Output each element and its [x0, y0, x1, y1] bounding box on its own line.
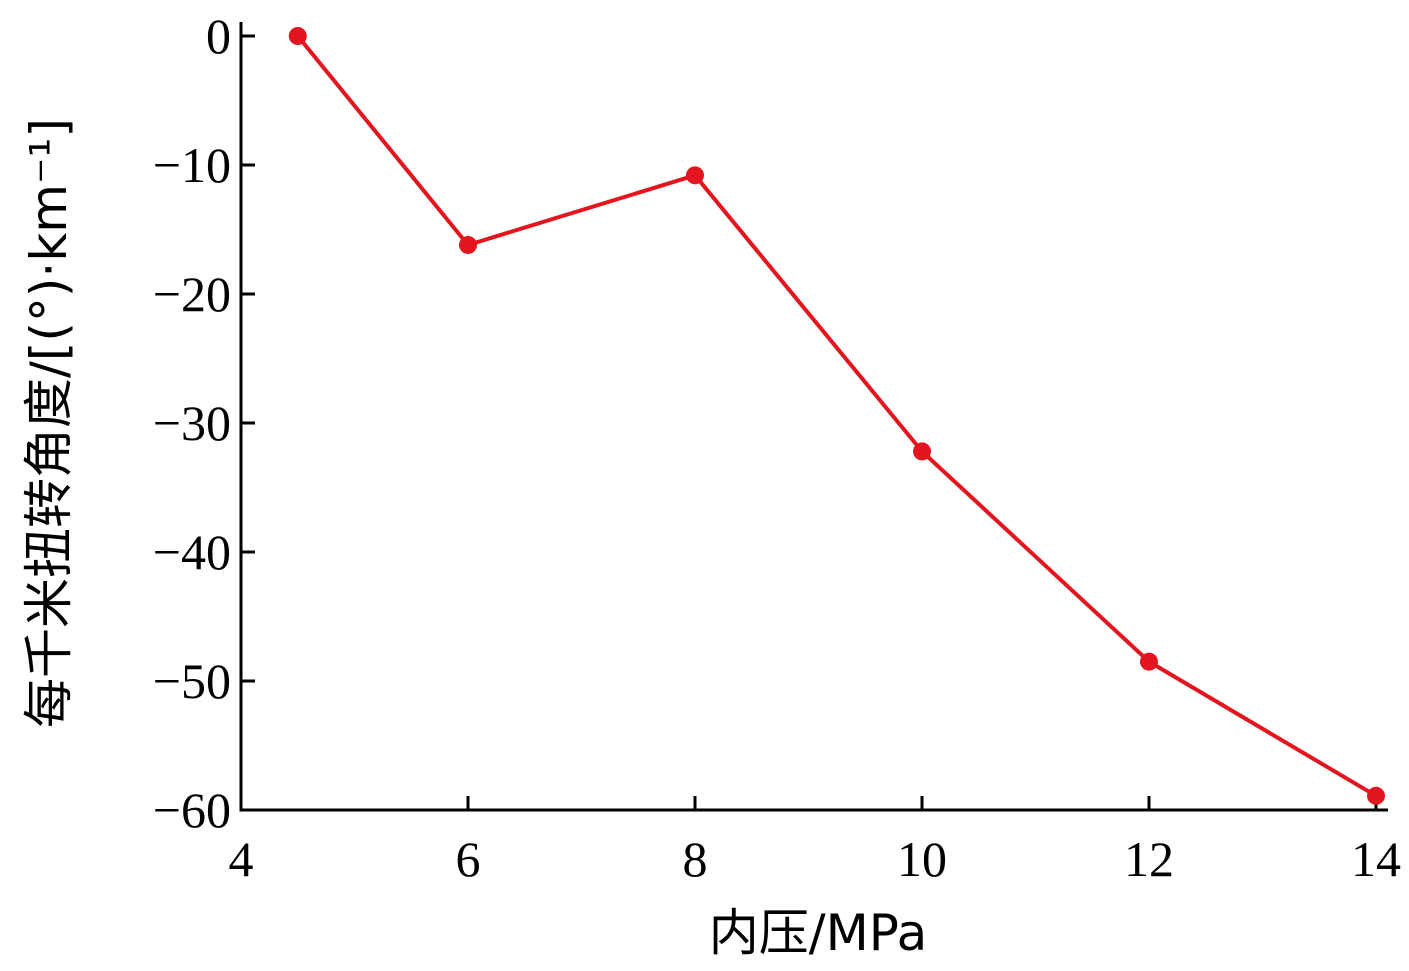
series-line — [296, 34, 1378, 798]
series-layer — [288, 27, 1385, 805]
x-tick-label: 6 — [456, 831, 481, 887]
x-tick-label: 4 — [229, 831, 254, 887]
y-tick-label: 0 — [206, 8, 231, 64]
y-ticks: 0 −10 −20 −30 −40 −50 −60 — [153, 8, 255, 838]
x-tick-label: 10 — [897, 831, 947, 887]
y-tick-label: −10 — [153, 137, 231, 193]
data-point — [459, 235, 477, 254]
x-axis-title: 内压/MPa — [709, 904, 928, 962]
data-point — [686, 166, 704, 185]
y-tick-label: −40 — [153, 524, 231, 580]
y-tick-label: −30 — [153, 395, 231, 451]
y-axis-title: 每千米扭转角度/[(°)·km⁻¹] — [20, 118, 78, 728]
x-tick-label: 14 — [1351, 831, 1401, 887]
data-point — [913, 442, 931, 461]
x-tick-label: 12 — [1124, 831, 1174, 887]
data-point — [1140, 652, 1158, 671]
axes — [239, 22, 1388, 812]
data-point — [1367, 786, 1385, 805]
y-tick-label: −20 — [153, 266, 231, 322]
x-tick-label: 8 — [683, 831, 708, 887]
data-point — [288, 27, 307, 45]
y-tick-label: −60 — [153, 782, 231, 838]
y-tick-label: −50 — [153, 653, 231, 709]
